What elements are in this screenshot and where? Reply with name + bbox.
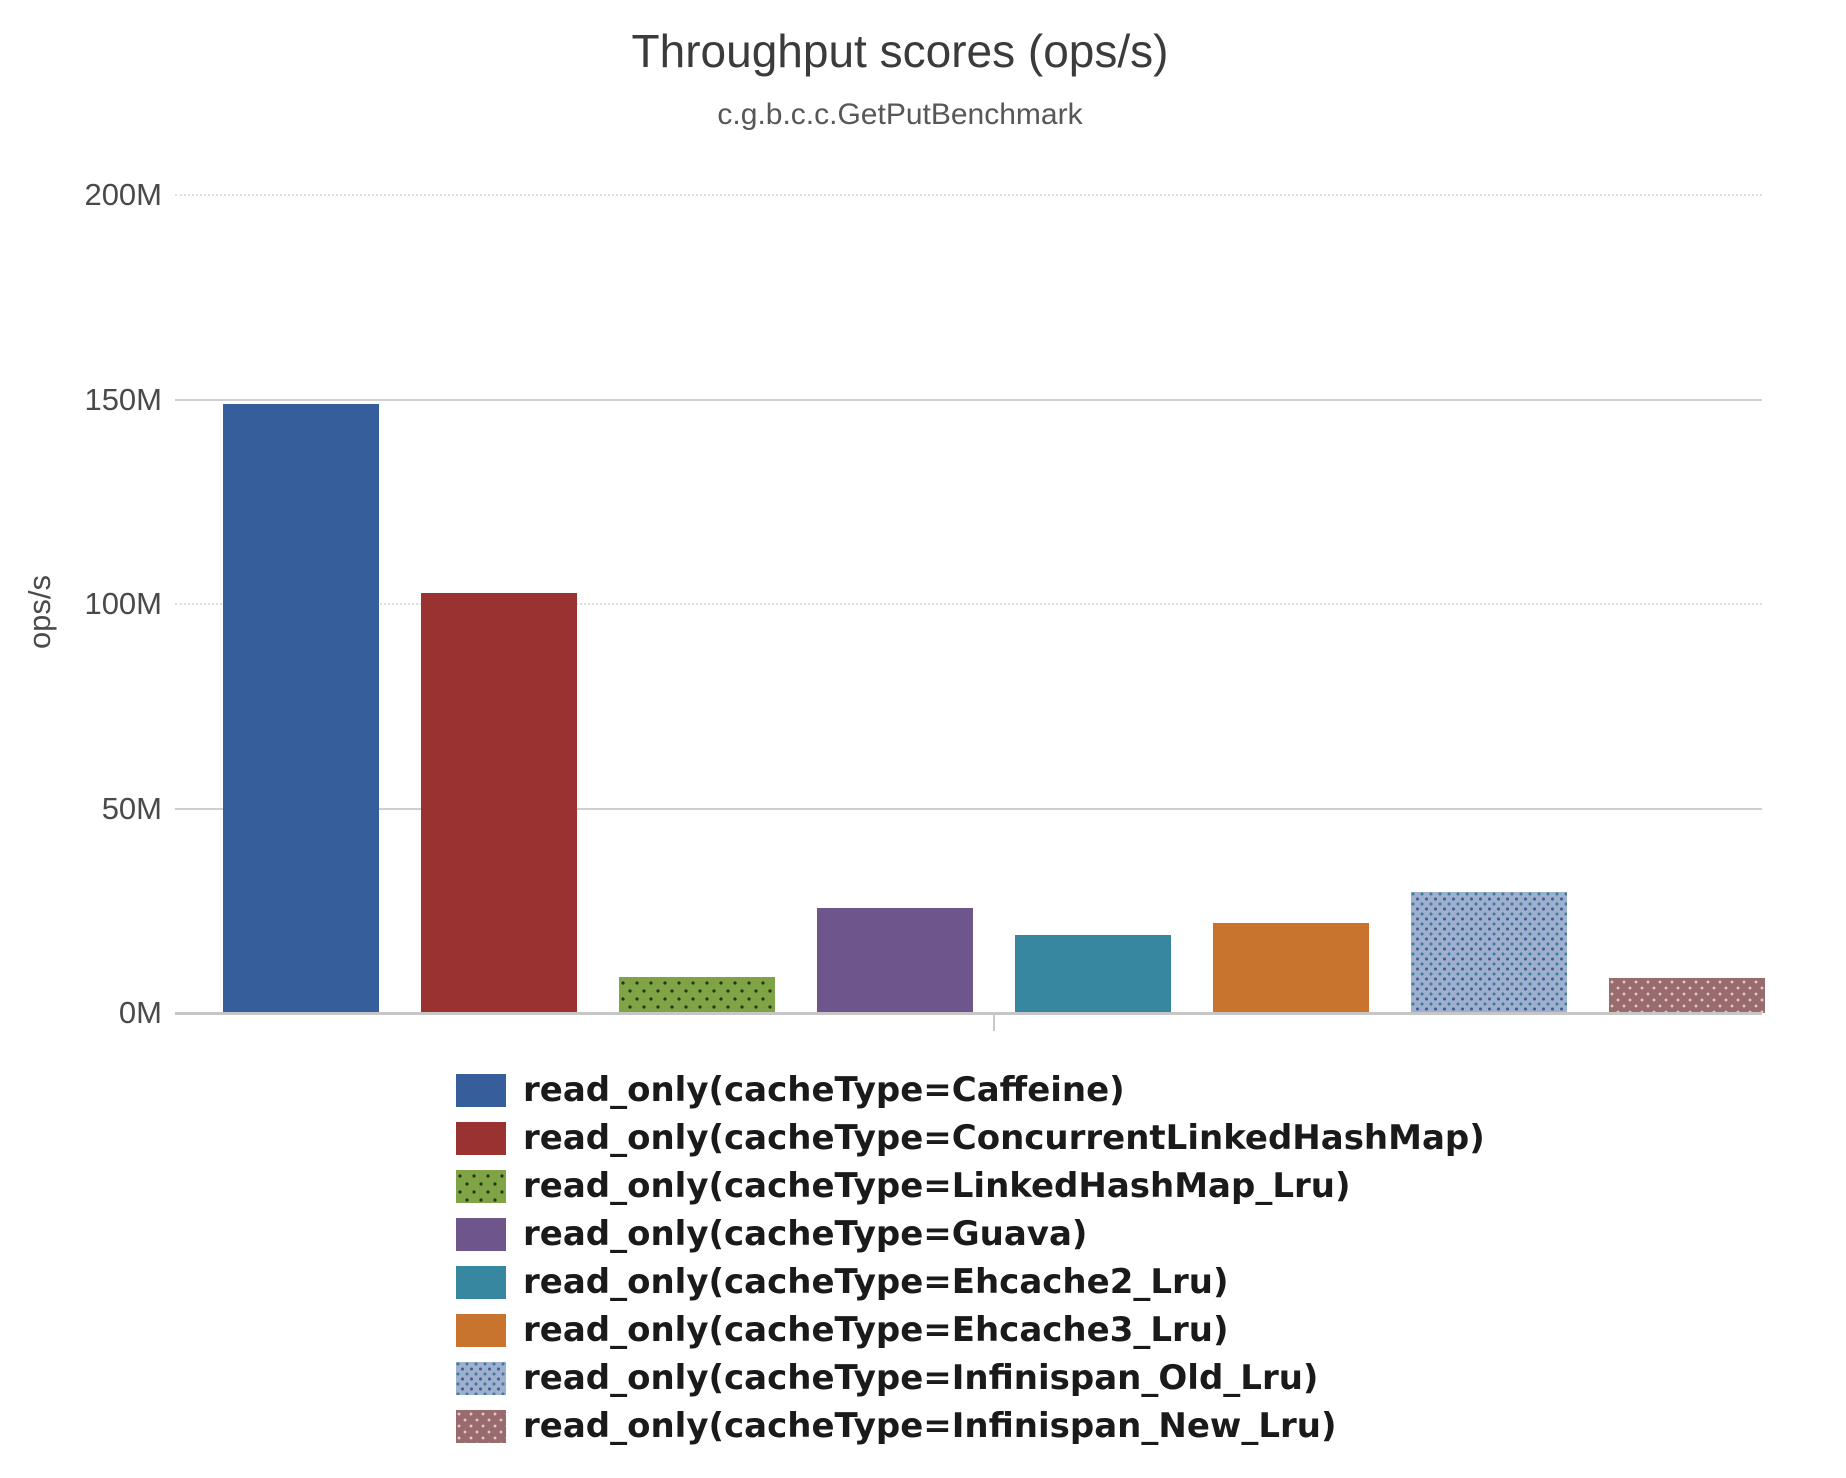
- legend-label-caffeine: read_only(cacheType=Caffeine): [523, 1070, 1125, 1110]
- legend-label-guava: read_only(cacheType=Guava): [523, 1214, 1088, 1254]
- gridline-150M: [175, 398, 1762, 401]
- y-tick-label-100M: 100M: [84, 586, 162, 621]
- y-tick-label-50M: 50M: [101, 790, 162, 826]
- bar-ehcache2-lru[interactable]: [1015, 935, 1171, 1013]
- legend-label-ehcache2-lru: read_only(cacheType=Ehcache2_Lru): [523, 1262, 1229, 1302]
- bar-infinispan-old-lru[interactable]: [1411, 892, 1567, 1013]
- bar-infinispan-new-lru[interactable]: [1609, 978, 1765, 1013]
- legend-item-guava[interactable]: read_only(cacheType=Guava): [456, 1214, 1088, 1254]
- bar-caffeine[interactable]: [223, 404, 379, 1013]
- legend-label-ehcache3-lru: read_only(cacheType=Ehcache3_Lru): [523, 1310, 1229, 1350]
- gridline-100M: [175, 603, 1762, 605]
- legend-item-ehcache3-lru[interactable]: read_only(cacheType=Ehcache3_Lru): [456, 1310, 1229, 1350]
- legend-swatch-linked-hashmap-lru: [456, 1169, 506, 1203]
- legend-label-linked-hashmap-lru: read_only(cacheType=LinkedHashMap_Lru): [523, 1166, 1351, 1206]
- bar-linked-hashmap-lru[interactable]: [619, 977, 775, 1013]
- legend-item-concurrent-linked-hashmap[interactable]: read_only(cacheType=ConcurrentLinkedHash…: [456, 1118, 1485, 1158]
- gridline-50M: [175, 807, 1762, 810]
- legend-item-caffeine[interactable]: read_only(cacheType=Caffeine): [456, 1070, 1125, 1110]
- legend-swatch-caffeine: [456, 1073, 506, 1107]
- legend-swatch-ehcache2-lru: [456, 1265, 506, 1299]
- y-tick-label-0M: 0M: [118, 995, 162, 1030]
- legend-label-concurrent-linked-hashmap: read_only(cacheType=ConcurrentLinkedHash…: [523, 1118, 1485, 1158]
- gridline-200M: [175, 194, 1762, 196]
- legend-swatch-guava: [456, 1217, 506, 1251]
- bar-ehcache3-lru[interactable]: [1213, 923, 1369, 1013]
- legend-swatch-ehcache3-lru: [456, 1313, 506, 1347]
- legend-label-infinispan-new-lru: read_only(cacheType=Infinispan_New_Lru): [523, 1406, 1337, 1446]
- bar-concurrent-linked-hashmap[interactable]: [421, 593, 577, 1013]
- legend-item-infinispan-old-lru[interactable]: read_only(cacheType=Infinispan_Old_Lru): [456, 1358, 1319, 1398]
- legend-item-infinispan-new-lru[interactable]: read_only(cacheType=Infinispan_New_Lru): [456, 1406, 1337, 1446]
- x-axis-tick: [993, 1015, 995, 1031]
- chart-title: Throughput scores (ops/s): [631, 25, 1169, 77]
- bar-guava[interactable]: [817, 908, 973, 1013]
- x-axis-line: [175, 1012, 1762, 1015]
- y-tick-label-150M: 150M: [84, 381, 162, 417]
- legend-item-ehcache2-lru[interactable]: read_only(cacheType=Ehcache2_Lru): [456, 1262, 1229, 1302]
- chart-subtitle: c.g.b.c.c.GetPutBenchmark: [717, 98, 1083, 131]
- legend-swatch-infinispan-new-lru: [456, 1409, 506, 1443]
- legend-swatch-concurrent-linked-hashmap: [456, 1121, 506, 1155]
- legend-label-infinispan-old-lru: read_only(cacheType=Infinispan_Old_Lru): [523, 1358, 1319, 1398]
- y-tick-label-200M: 200M: [84, 177, 162, 212]
- legend-item-linked-hashmap-lru[interactable]: read_only(cacheType=LinkedHashMap_Lru): [456, 1166, 1351, 1206]
- legend-swatch-infinispan-old-lru: [456, 1361, 506, 1395]
